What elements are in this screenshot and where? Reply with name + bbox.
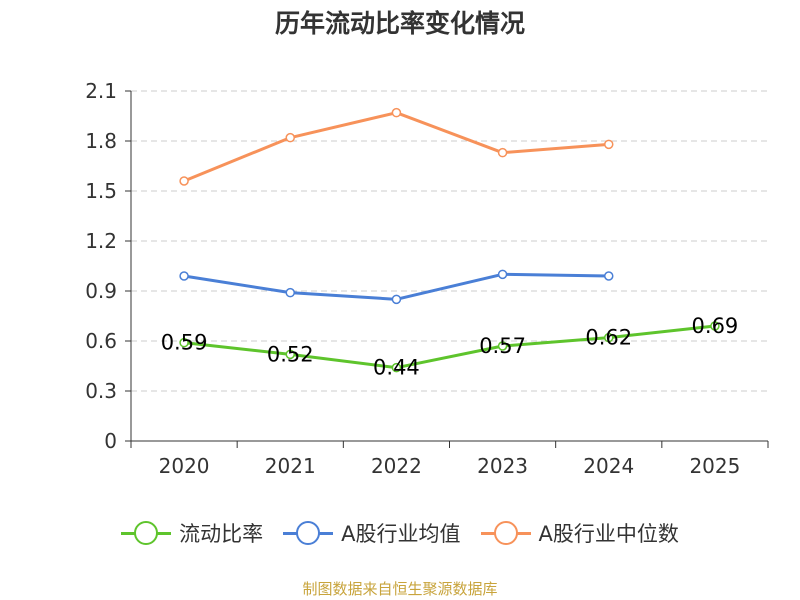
y-tick-label: 1.8 [85,129,117,153]
series-line-2 [183,111,609,183]
data-point [497,147,508,158]
y-tick-label: 1.5 [85,179,117,203]
legend-line-marker-icon [480,520,531,546]
chart-legend: 流动比率 A股行业均值 A股行业中位数 [0,518,800,548]
data-point [391,362,402,373]
data-point [604,139,614,150]
data-label: 0.62 [585,326,632,350]
x-tick-label: 2024 [583,454,634,478]
y-tick-label: 0.6 [85,329,117,353]
x-tick-label: 2021 [265,454,316,478]
data-point [179,271,189,281]
data-point [497,341,508,351]
data-point [285,132,295,143]
y-tick-label: 0.9 [85,279,117,303]
legend-item-current-ratio[interactable]: 流动比率 [121,518,263,548]
x-tick-label: 2023 [477,454,528,478]
data-label: 0.44 [373,356,420,380]
chart-title: 历年流动比率变化情况 [274,9,525,38]
y-tick-label: 1.2 [85,229,117,253]
data-label: 0.57 [479,334,526,358]
x-tick-label: 2025 [689,454,740,478]
data-point [285,287,295,298]
data-label: 0.52 [267,342,314,366]
legend-line-marker-icon [283,520,334,546]
data-point [179,176,189,186]
data-label: 0.59 [161,331,208,355]
data-point [285,349,295,360]
legend-label: A股行业中位数 [538,522,679,546]
data-point [604,332,614,343]
data-point [604,271,614,281]
x-tick-label: 2022 [371,454,422,478]
data-label: 0.69 [692,314,739,338]
source-note: 制图数据来自恒生聚源数据库 [302,580,498,598]
series-line-0 [183,324,716,370]
data-point [710,321,720,331]
legend-label: 流动比率 [179,522,264,546]
data-point [179,337,189,348]
y-tick-label: 0 [104,429,117,453]
y-tick-label: 0.3 [85,379,117,403]
legend-item-industry-median[interactable]: A股行业中位数 [480,518,679,548]
legend-item-industry-mean[interactable]: A股行业均值 [283,518,461,548]
data-point [391,294,402,305]
legend-line-marker-icon [121,520,172,546]
legend-label: A股行业均值 [341,522,461,546]
data-point [391,107,402,118]
x-tick-label: 2020 [159,454,210,478]
data-point [497,269,508,280]
y-tick-label: 2.1 [85,79,117,103]
